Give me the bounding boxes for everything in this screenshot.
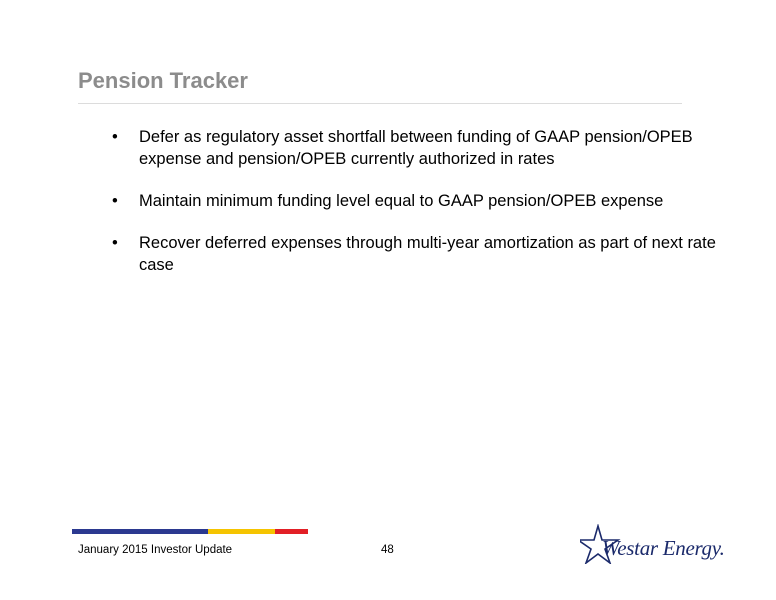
star-outline-icon — [580, 524, 621, 564]
bullet-list: • Defer as regulatory asset shortfall be… — [110, 126, 740, 296]
bullet-text: Defer as regulatory asset shortfall betw… — [139, 128, 693, 168]
page-number: 48 — [381, 544, 394, 556]
bullet-item: • Recover deferred expenses through mult… — [110, 232, 740, 276]
bullet-text: Maintain minimum funding level equal to … — [139, 192, 664, 210]
bullet-item: • Maintain minimum funding level equal t… — [110, 190, 740, 212]
color-bar-blue — [72, 529, 208, 534]
bullet-mark: • — [112, 128, 118, 146]
bullet-item: • Defer as regulatory asset shortfall be… — [110, 126, 740, 170]
footer-caption: January 2015 Investor Update — [78, 544, 233, 556]
bullet-mark: • — [112, 234, 118, 252]
color-bar-yellow — [208, 529, 275, 534]
footer-color-bar — [72, 529, 308, 534]
title-divider — [78, 103, 682, 104]
bullet-text: Recover deferred expenses through multi-… — [139, 234, 716, 274]
company-logo: Westar Energy. — [580, 522, 725, 568]
bullet-mark: • — [112, 192, 118, 210]
logo-wordmark: Westar Energy. — [602, 536, 725, 560]
slide-title: Pension Tracker — [78, 68, 248, 93]
color-bar-red — [275, 529, 308, 534]
